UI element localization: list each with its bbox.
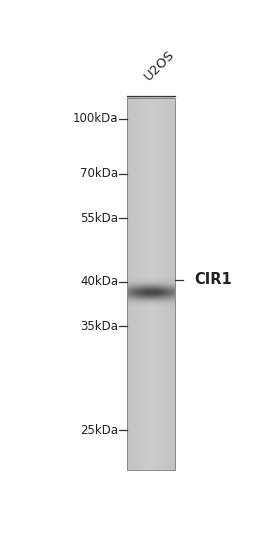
Text: U2OS: U2OS bbox=[142, 48, 177, 83]
Text: 35kDa: 35kDa bbox=[80, 320, 118, 333]
Text: CIR1: CIR1 bbox=[195, 272, 232, 287]
Text: 70kDa: 70kDa bbox=[80, 168, 118, 180]
Text: 25kDa: 25kDa bbox=[80, 424, 118, 437]
Text: 55kDa: 55kDa bbox=[80, 212, 118, 225]
Text: 100kDa: 100kDa bbox=[73, 112, 118, 125]
Text: 40kDa: 40kDa bbox=[80, 276, 118, 289]
Bar bbox=[127, 98, 175, 470]
